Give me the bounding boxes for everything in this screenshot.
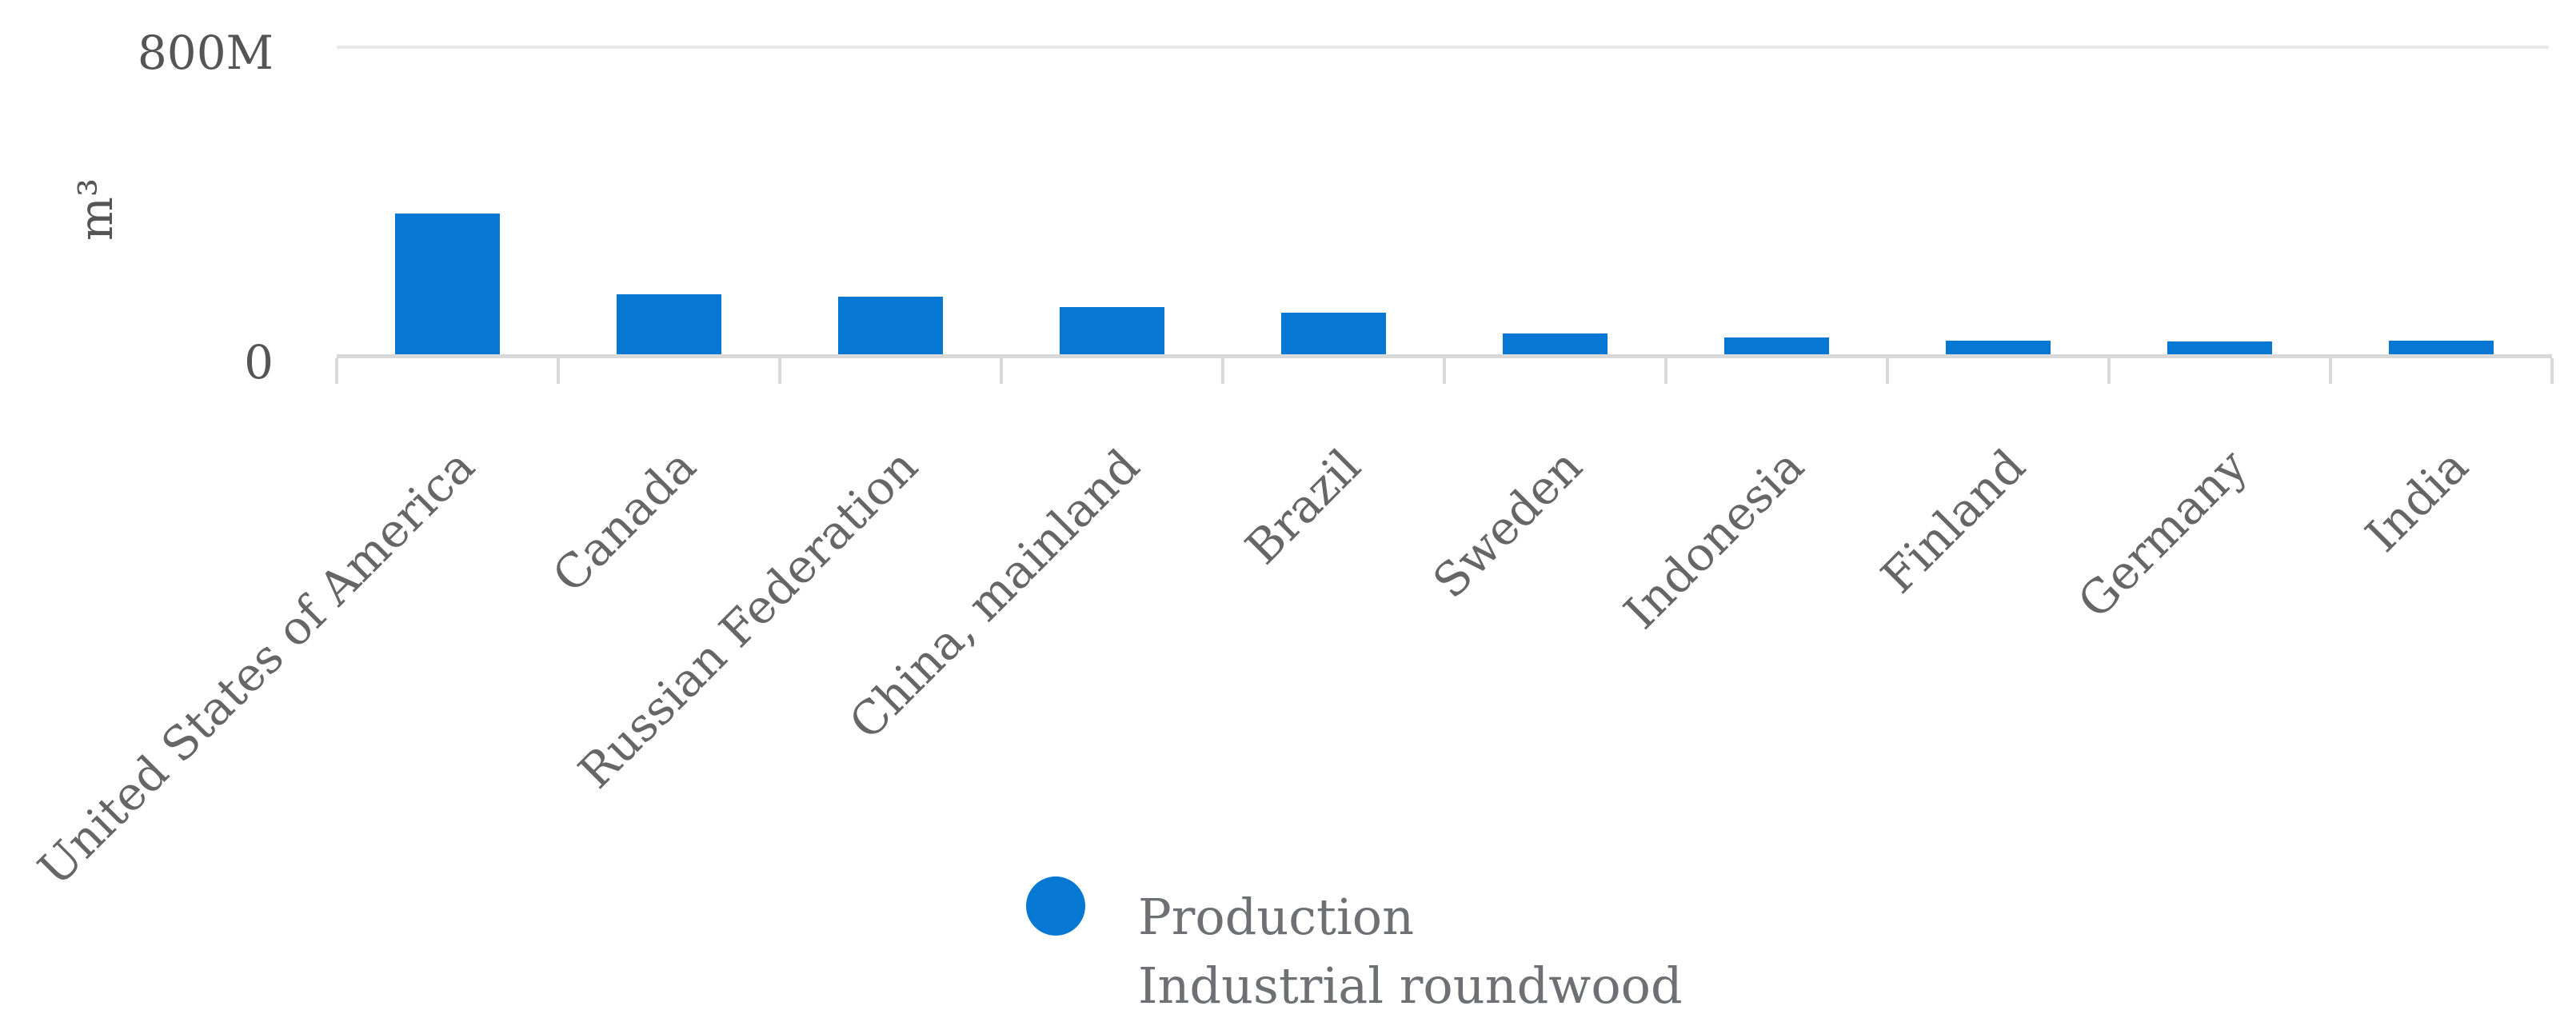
gridline-800m — [337, 46, 2549, 49]
x-axis-tick — [557, 358, 560, 384]
bar-finland[interactable] — [1946, 341, 2051, 356]
bar-canada[interactable] — [617, 294, 721, 356]
x-axis-label: United States of America — [27, 438, 485, 896]
x-axis-label: Canada — [542, 438, 707, 604]
legend-series-item: Industrial roundwood — [1138, 956, 1683, 1015]
x-axis-tick — [2107, 358, 2111, 384]
legend-marker-dot[interactable] — [1026, 876, 1085, 936]
x-axis-label: Germany — [2067, 438, 2258, 629]
x-axis-label: Indonesia — [1613, 438, 1815, 640]
x-axis-label: India — [2355, 438, 2479, 563]
x-axis-tick — [1221, 358, 1224, 384]
x-axis-tick — [1664, 358, 1667, 384]
x-axis-tick — [2550, 358, 2554, 384]
x-axis-label: Finland — [1871, 438, 2036, 604]
x-axis-tick — [1886, 358, 1889, 384]
x-axis-tick — [335, 358, 338, 384]
x-axis-line — [337, 354, 2552, 358]
x-axis-tick — [2329, 358, 2332, 384]
y-tick-label-0: 0 — [244, 335, 274, 389]
x-axis-tick — [1000, 358, 1003, 384]
x-axis-label: Brazil — [1235, 438, 1372, 575]
bar-sweden[interactable] — [1503, 333, 1608, 356]
bar-russian-federation[interactable] — [838, 297, 943, 356]
bar-united-states-of-america[interactable] — [395, 214, 500, 356]
x-axis-tick — [1443, 358, 1446, 384]
bar-indonesia[interactable] — [1724, 337, 1829, 356]
x-axis-label: Sweden — [1423, 438, 1593, 609]
bar-india[interactable] — [2389, 341, 2494, 356]
legend-series-name: Production — [1138, 888, 1415, 946]
y-axis-unit-label: m³ — [69, 178, 123, 242]
bar-germany[interactable] — [2167, 341, 2272, 356]
bar-brazil[interactable] — [1281, 313, 1386, 356]
x-axis-tick — [778, 358, 781, 384]
legend-text-block[interactable]: Production Industrial roundwood — [1138, 883, 1683, 1020]
bar-china-mainland[interactable] — [1060, 307, 1164, 356]
y-tick-label-800m: 800M — [137, 26, 274, 80]
